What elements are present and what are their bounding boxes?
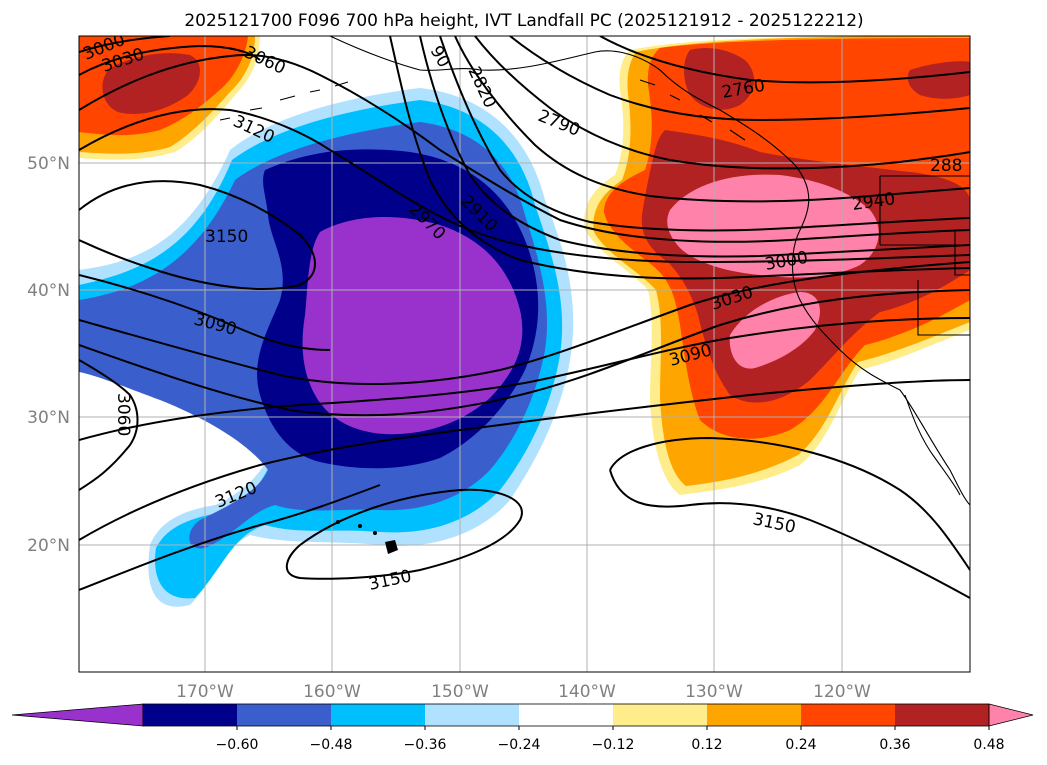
colorbar-label: −0.24 — [498, 737, 541, 753]
graticule — [79, 36, 970, 672]
contour-3030-right — [79, 289, 970, 417]
contour-3120-right — [79, 379, 970, 541]
height-contours — [79, 36, 970, 599]
map-area: 3000 3030 3060 3120 3150 3090 3060 2970 … — [79, 36, 970, 672]
colorbar: −0.60 −0.48 −0.36 −0.24 −0.12 0.12 0.24 0.36 0.4… — [11, 703, 1034, 753]
lon-label: 120°W — [813, 682, 871, 702]
coastlines — [219, 36, 970, 506]
aleutians — [219, 81, 349, 121]
colorbar-swatch — [895, 704, 990, 726]
colorbar-swatch — [237, 704, 332, 726]
colorbar-swatch — [707, 704, 802, 726]
contour-label: 3060 — [113, 393, 133, 436]
anomaly-fill-neg-060 — [302, 216, 523, 435]
contour-2820 — [474, 36, 970, 170]
colorbar-label: 0.36 — [879, 737, 910, 753]
lat-label: 20°N — [27, 536, 70, 556]
colorbar-label: −0.12 — [592, 737, 635, 753]
colorbar-label: −0.60 — [216, 737, 259, 753]
contour-3000-right — [79, 261, 970, 386]
colorbar-swatch — [331, 704, 426, 726]
contour-2760 — [599, 36, 970, 84]
alaska-coast — [329, 36, 970, 506]
contour-label: 3150 — [205, 227, 248, 247]
colorbar-label: −0.36 — [404, 737, 447, 753]
colorbar-swatch — [519, 704, 614, 726]
contour-2790 — [509, 36, 970, 122]
positive-anomaly-northwest — [79, 36, 260, 160]
contour-3150-island — [285, 488, 523, 580]
contour-3150-right-low — [609, 469, 970, 599]
colorbar-frame — [142, 703, 990, 727]
colorbar-swatch — [801, 704, 896, 726]
colorbar-label: 0.24 — [785, 737, 816, 753]
contour-3120-nw — [79, 108, 970, 264]
lat-label: 30°N — [27, 408, 70, 428]
contour-3150-left — [79, 180, 316, 290]
contour-3030-nw — [79, 44, 261, 76]
latitude-labels: 50°N 40°N 30°N 20°N — [27, 154, 70, 556]
colorbar-label: 0.48 — [973, 737, 1004, 753]
colorbar-label: −0.48 — [310, 737, 353, 753]
lat-label: 40°N — [27, 281, 70, 301]
figure-title: 2025121700 F096 700 hPa height, IVT Land… — [184, 11, 863, 31]
lon-label: 140°W — [558, 682, 616, 702]
longitude-labels: 170°W 160°W 150°W 140°W 130°W 120°W — [176, 682, 871, 702]
colorbar-swatch — [143, 704, 238, 726]
contour-2910 — [439, 36, 970, 232]
contour-3090-left — [79, 274, 331, 351]
lon-label: 130°W — [685, 682, 743, 702]
contour-3000-nw — [79, 36, 171, 53]
positive-anomaly-region — [584, 36, 970, 495]
colorbar-extend-high — [988, 703, 1034, 727]
contour-3060-left — [79, 359, 139, 491]
contour-2970 — [389, 36, 970, 280]
contour-2940-center — [419, 36, 970, 258]
lat-label: 50°N — [27, 154, 70, 174]
nw-fill-048 — [102, 53, 200, 115]
contour-label: 288 — [930, 156, 962, 176]
lon-label: 150°W — [431, 682, 489, 702]
baja-coast — [904, 394, 961, 496]
map-frame — [78, 35, 971, 673]
state-borders — [879, 175, 970, 336]
lon-label: 160°W — [303, 682, 361, 702]
anomaly-fill-pos-060 — [667, 174, 879, 369]
islands-bc — [639, 79, 746, 141]
contour-3090-right — [79, 317, 970, 441]
colorbar-swatch — [425, 704, 520, 726]
colorbar-label: 0.12 — [691, 737, 722, 753]
contour-2880 — [454, 36, 970, 203]
colorbar-swatch — [613, 704, 708, 726]
lon-label: 170°W — [176, 682, 234, 702]
contour-3150-bottom — [79, 436, 970, 591]
colorbar-extend-low — [11, 703, 144, 727]
